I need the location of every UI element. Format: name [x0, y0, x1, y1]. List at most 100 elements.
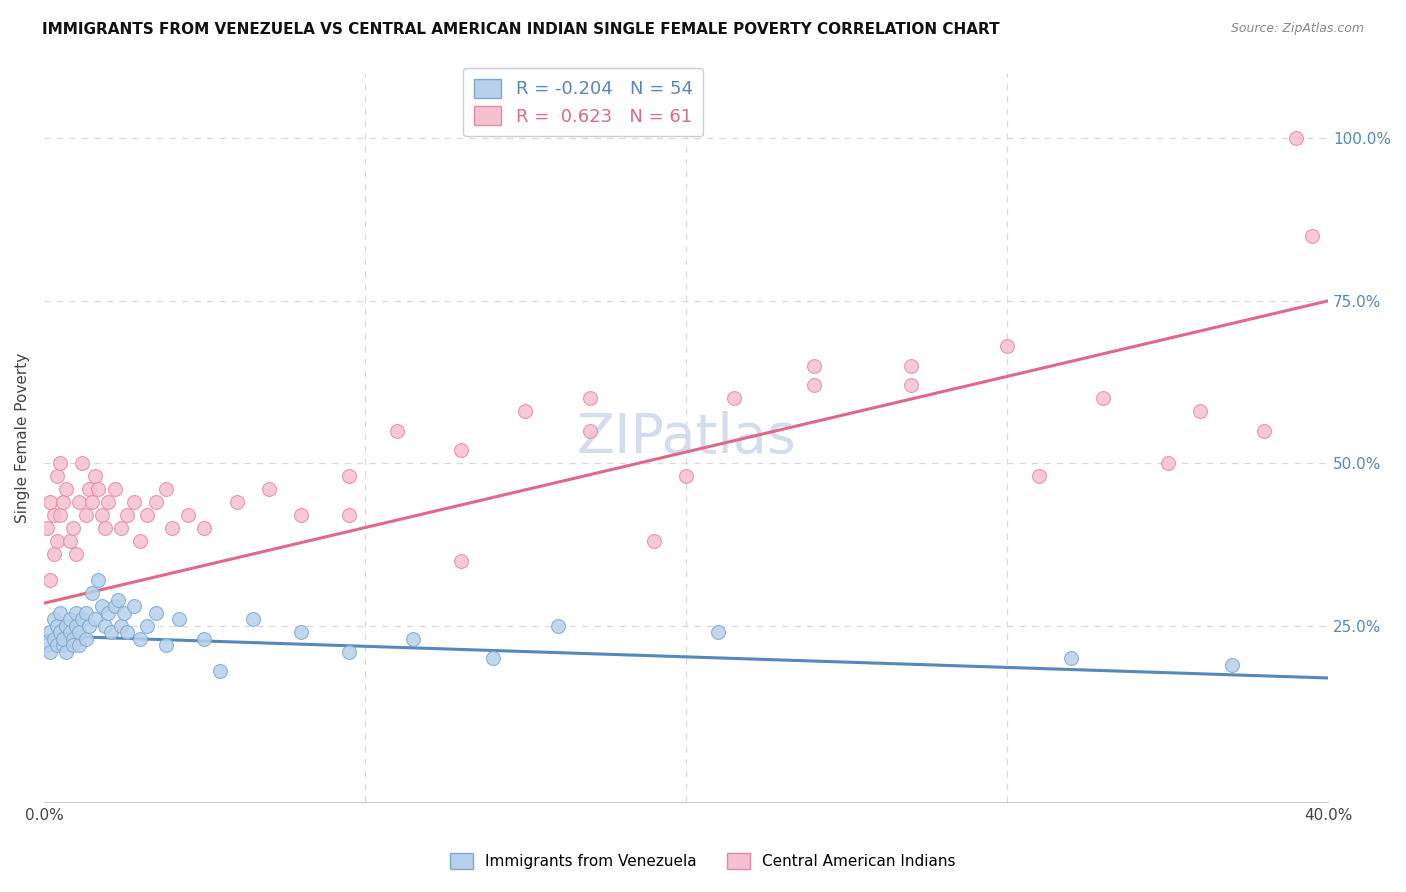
Point	[42, 508, 65, 523]
Point	[65, 619, 87, 633]
Point	[337, 469, 360, 483]
Point	[145, 495, 167, 509]
Point	[1188, 404, 1211, 418]
Point	[578, 424, 600, 438]
Point	[80, 586, 103, 600]
Point	[450, 443, 472, 458]
Point	[337, 645, 360, 659]
Point	[52, 632, 75, 646]
Point	[103, 483, 125, 497]
Point	[97, 606, 120, 620]
Point	[578, 392, 600, 406]
Point	[225, 495, 247, 509]
Point	[72, 456, 94, 470]
Point	[42, 548, 65, 562]
Point	[67, 625, 90, 640]
Point	[110, 521, 132, 535]
Point	[94, 619, 117, 633]
Point	[75, 632, 97, 646]
Point	[1253, 424, 1275, 438]
Point	[1092, 392, 1115, 406]
Point	[193, 632, 215, 646]
Point	[52, 639, 75, 653]
Point	[900, 359, 922, 373]
Point	[49, 625, 72, 640]
Point	[80, 495, 103, 509]
Point	[49, 606, 72, 620]
Point	[77, 619, 100, 633]
Point	[58, 625, 80, 640]
Point	[337, 508, 360, 523]
Point	[110, 619, 132, 633]
Point	[193, 521, 215, 535]
Point	[42, 612, 65, 626]
Point	[145, 606, 167, 620]
Point	[39, 574, 62, 588]
Point	[107, 593, 129, 607]
Text: Source: ZipAtlas.com: Source: ZipAtlas.com	[1230, 22, 1364, 36]
Point	[42, 632, 65, 646]
Point	[58, 612, 80, 626]
Point	[84, 612, 107, 626]
Point	[45, 619, 67, 633]
Point	[87, 574, 110, 588]
Point	[385, 424, 408, 438]
Point	[90, 508, 112, 523]
Point	[242, 612, 264, 626]
Point	[97, 495, 120, 509]
Point	[84, 469, 107, 483]
Point	[643, 534, 665, 549]
Legend: R = -0.204   N = 54, R =  0.623   N = 61: R = -0.204 N = 54, R = 0.623 N = 61	[463, 68, 703, 136]
Point	[122, 495, 145, 509]
Point	[1285, 131, 1308, 145]
Point	[90, 599, 112, 614]
Point	[1156, 456, 1178, 470]
Point	[45, 534, 67, 549]
Point	[129, 632, 152, 646]
Point	[75, 606, 97, 620]
Point	[49, 508, 72, 523]
Point	[167, 612, 190, 626]
Point	[58, 534, 80, 549]
Point	[162, 521, 184, 535]
Point	[290, 508, 312, 523]
Point	[35, 521, 58, 535]
Point	[1060, 651, 1083, 665]
Point	[75, 508, 97, 523]
Point	[723, 392, 745, 406]
Point	[290, 625, 312, 640]
Point	[803, 359, 825, 373]
Text: ZIPatlas: ZIPatlas	[576, 410, 796, 465]
Point	[62, 521, 84, 535]
Point	[87, 483, 110, 497]
Point	[515, 404, 537, 418]
Point	[67, 639, 90, 653]
Point	[1301, 228, 1323, 243]
Point	[62, 632, 84, 646]
Y-axis label: Single Female Poverty: Single Female Poverty	[15, 352, 30, 523]
Point	[65, 606, 87, 620]
Point	[257, 483, 280, 497]
Point	[135, 508, 157, 523]
Point	[77, 483, 100, 497]
Point	[39, 625, 62, 640]
Point	[1028, 469, 1050, 483]
Point	[55, 645, 77, 659]
Point	[155, 639, 177, 653]
Point	[62, 639, 84, 653]
Point	[112, 606, 135, 620]
Point	[67, 495, 90, 509]
Point	[122, 599, 145, 614]
Point	[482, 651, 505, 665]
Point	[52, 495, 75, 509]
Point	[995, 339, 1018, 353]
Point	[135, 619, 157, 633]
Point	[450, 554, 472, 568]
Point	[547, 619, 569, 633]
Point	[55, 619, 77, 633]
Point	[155, 483, 177, 497]
Point	[35, 639, 58, 653]
Text: IMMIGRANTS FROM VENEZUELA VS CENTRAL AMERICAN INDIAN SINGLE FEMALE POVERTY CORRE: IMMIGRANTS FROM VENEZUELA VS CENTRAL AME…	[42, 22, 1000, 37]
Point	[94, 521, 117, 535]
Point	[39, 645, 62, 659]
